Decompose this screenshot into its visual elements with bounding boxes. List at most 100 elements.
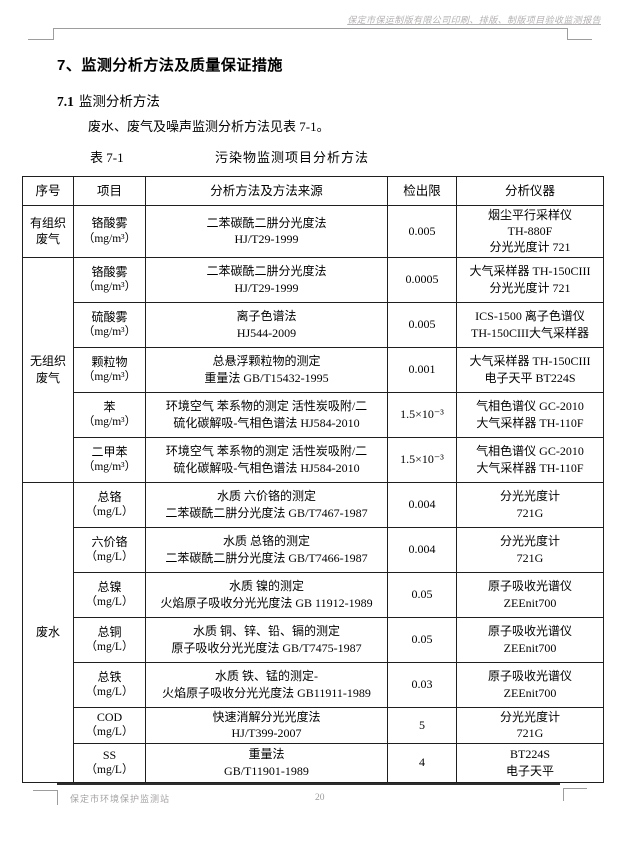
instrument-cell: 大气采样器 TH-150CIII 分光光度计 721 — [456, 256, 604, 303]
limit-cell: 0.005 — [387, 301, 457, 348]
table-row: 有组织 废气 铬酸雾 （mg/m³） 二苯碳酰二肼分光度法 HJ/T29-1999 0.00… — [22, 205, 604, 258]
table-row: COD （mg/L） 快速消解分光光度法 HJ/T399-2007 5 分光光度计 721G — [23, 706, 604, 744]
instr-line: 721G — [516, 550, 544, 565]
item-unit: （mg/m³） — [82, 232, 137, 245]
table-row: 颗粒物 （mg/m³） 总悬浮颗粒物的测定 重量法 GB/T15432-1995 0.0… — [23, 346, 604, 393]
instrument-cell: 气相色谱仪 GC-2010 大气采样器 TH-110F — [456, 436, 604, 483]
item-unit: （mg/m³） — [82, 460, 137, 473]
limit-cell: 0.05 — [387, 571, 457, 618]
method-cell: 二苯碳酰二肼分光度法 HJ/T29-1999 — [145, 256, 388, 303]
header-watermark: 保定市保运制版有限公司印刷、排版、制版项目验收监测报告 — [347, 15, 601, 25]
instr-line: 721G — [516, 726, 544, 741]
table-row: 硫酸雾 （mg/m³） 离子色谱法 HJ544-2009 0.005 ICS-1500 离… — [23, 301, 604, 348]
item-line: COD — [96, 710, 123, 725]
table-row: 总镍 （mg/L） 水质 镍的测定 火焰原子吸收分光光度法 GB 11912-1989… — [23, 571, 604, 618]
item-cell: 六价铬 （mg/L） — [73, 526, 146, 573]
method-line: 原子吸收分光光度法 GB/T7475-1987 — [171, 640, 362, 655]
instr-line: 分光光度计 721 — [489, 240, 571, 255]
method-line: HJ/T399-2007 — [231, 726, 302, 741]
item-line: 铬酸雾 — [91, 216, 128, 231]
footer-mark-right-v — [563, 788, 564, 801]
instr-line: 原子吸收光谱仪 — [487, 624, 572, 639]
method-line: 火焰原子吸收分光光度法 GB 11912-1989 — [160, 595, 373, 610]
instr-line: 大气采样器 TH-110F — [476, 460, 584, 475]
method-cell: 水质 六价铬的测定 二苯碳酰二肼分光度法 GB/T7467-1987 — [145, 481, 388, 528]
column-header-detection-limit: 检出限 — [387, 176, 457, 206]
item-unit: （mg/L） — [85, 640, 134, 653]
item-cell: 总铬 （mg/L） — [73, 481, 146, 528]
instr-line: ZEEnit700 — [503, 595, 557, 610]
item-line: 六价铬 — [91, 534, 128, 549]
method-line: 环境空气 苯系物的测定 活性炭吸附/二 — [165, 399, 368, 414]
instrument-cell: BT224S 电子天平 — [456, 742, 604, 783]
method-line: 二苯碳酰二肼分光度法 GB/T7466-1987 — [165, 550, 368, 565]
instr-line: 电子天平 BT224S — [484, 370, 576, 385]
column-header-serial: 序号 — [22, 176, 74, 206]
header-rule-left-step — [53, 28, 54, 40]
item-cell: 总铜 （mg/L） — [73, 616, 146, 663]
method-cell: 水质 镍的测定 火焰原子吸收分光光度法 GB 11912-1989 — [145, 571, 388, 618]
method-line: 离子色谱法 — [236, 309, 297, 324]
footer-mark-left — [33, 790, 57, 791]
instrument-cell: 分光光度计 721G — [456, 481, 604, 528]
method-line: 快速消解分光光度法 — [212, 709, 321, 724]
table-caption-label: 表 7-1 — [90, 150, 124, 165]
instrument-cell: ICS-1500 离子色谱仪 TH-150CIII大气采样器 — [456, 301, 604, 348]
instrument-cell: 分光光度计 721G — [456, 706, 604, 744]
item-cell: 硫酸雾 （mg/m³） — [73, 301, 146, 348]
footer-station: 保定市环境保护监测站 — [70, 794, 171, 804]
group-cell: 有组织 废气 — [22, 205, 74, 258]
method-line: 水质 六价铬的测定 — [216, 489, 316, 504]
intro-paragraph: 废水、废气及噪声监测分析方法见表 7-1。 — [88, 119, 330, 134]
table-row: SS （mg/L） 重量法 GB/T11901-1989 4 BT224S 电子天平 — [23, 742, 604, 783]
method-cell: 重量法 GB/T11901-1989 — [145, 742, 388, 783]
method-cell: 环境空气 苯系物的测定 活性炭吸附/二 硫化碳解吸-气相色谱法 HJ584-201… — [145, 391, 388, 438]
instr-line: 原子吸收光谱仪 — [487, 579, 572, 594]
item-cell: 铬酸雾 （mg/m³） — [73, 256, 146, 303]
item-unit: （mg/m³） — [82, 325, 137, 338]
table-row: 苯（mg/m³） 环境空气 苯系物的测定 活性炭吸附/二 硫化碳解吸-气相色谱法 H… — [23, 391, 604, 438]
footer-mark-left-v — [57, 790, 58, 805]
item-unit: （mg/L） — [85, 505, 134, 518]
method-line: 二苯碳酰二肼分光度法 — [206, 264, 327, 279]
instr-line: 分光光度计 721 — [489, 280, 571, 295]
method-cell: 水质 铁、锰的测定- 火焰原子吸收分光光度法 GB11911-1989 — [145, 661, 388, 708]
item-unit: （mg/m³） — [82, 280, 137, 293]
item-unit: （mg/L） — [85, 595, 134, 608]
instr-line: 分光光度计 — [499, 489, 560, 504]
method-line: 总悬浮颗粒物的测定 — [212, 354, 321, 369]
method-cell: 离子色谱法 HJ544-2009 — [145, 301, 388, 348]
method-cell: 二苯碳酰二肼分光度法 HJ/T29-1999 — [145, 205, 388, 258]
instrument-cell: 原子吸收光谱仪 ZEEnit700 — [456, 571, 604, 618]
item-cell: 总镍 （mg/L） — [73, 571, 146, 618]
item-line: 二甲苯 — [91, 444, 128, 459]
item-cell: 颗粒物 （mg/m³） — [73, 346, 146, 393]
item-cell: COD （mg/L） — [73, 706, 146, 744]
instr-line: ICS-1500 离子色谱仪 — [475, 309, 585, 324]
instr-line: ZEEnit700 — [503, 640, 557, 655]
method-line: 水质 铜、锌、铅、镉的测定 — [192, 624, 340, 639]
limit-cell: 5 — [387, 706, 457, 744]
method-cell: 环境空气 苯系物的测定 活性炭吸附/二 硫化碳解吸-气相色谱法 HJ584-201… — [145, 436, 388, 483]
table-header-row: 序号 项目 分析方法及方法来源 检出限 分析仪器 — [22, 176, 604, 206]
instr-line: 大气采样器 TH-110F — [476, 415, 584, 430]
method-line: HJ/T29-1999 — [234, 232, 299, 247]
instrument-cell: 原子吸收光谱仪 ZEEnit700 — [456, 616, 604, 663]
analysis-methods-table: 序号 项目 分析方法及方法来源 检出限 分析仪器 有组织 废气 铬酸雾 （mg/m³）… — [22, 176, 604, 783]
instr-line: 721G — [516, 505, 544, 520]
table-row: 废水 总铬 （mg/L） 水质 六价铬的测定 二苯碳酰二肼分光度法 GB/T7467-1… — [22, 481, 604, 783]
item-line: 总铬 — [97, 489, 122, 504]
method-line: 硫化碳解吸-气相色谱法 HJ584-2010 — [173, 460, 360, 475]
item-cell: 苯（mg/m³） — [73, 391, 146, 438]
instr-line: 分光光度计 — [499, 709, 560, 724]
method-cell: 总悬浮颗粒物的测定 重量法 GB/T15432-1995 — [145, 346, 388, 393]
method-line: 二苯碳酰二肼分光度法 — [206, 216, 327, 231]
instr-line: 电子天平 — [505, 763, 554, 778]
item-cell: SS （mg/L） — [73, 742, 146, 783]
limit-cell: 0.004 — [387, 481, 457, 528]
footer-rule — [57, 783, 560, 785]
method-line: HJ/T29-1999 — [234, 280, 299, 295]
header-mark-right — [567, 39, 592, 40]
column-header-instrument: 分析仪器 — [456, 176, 604, 206]
